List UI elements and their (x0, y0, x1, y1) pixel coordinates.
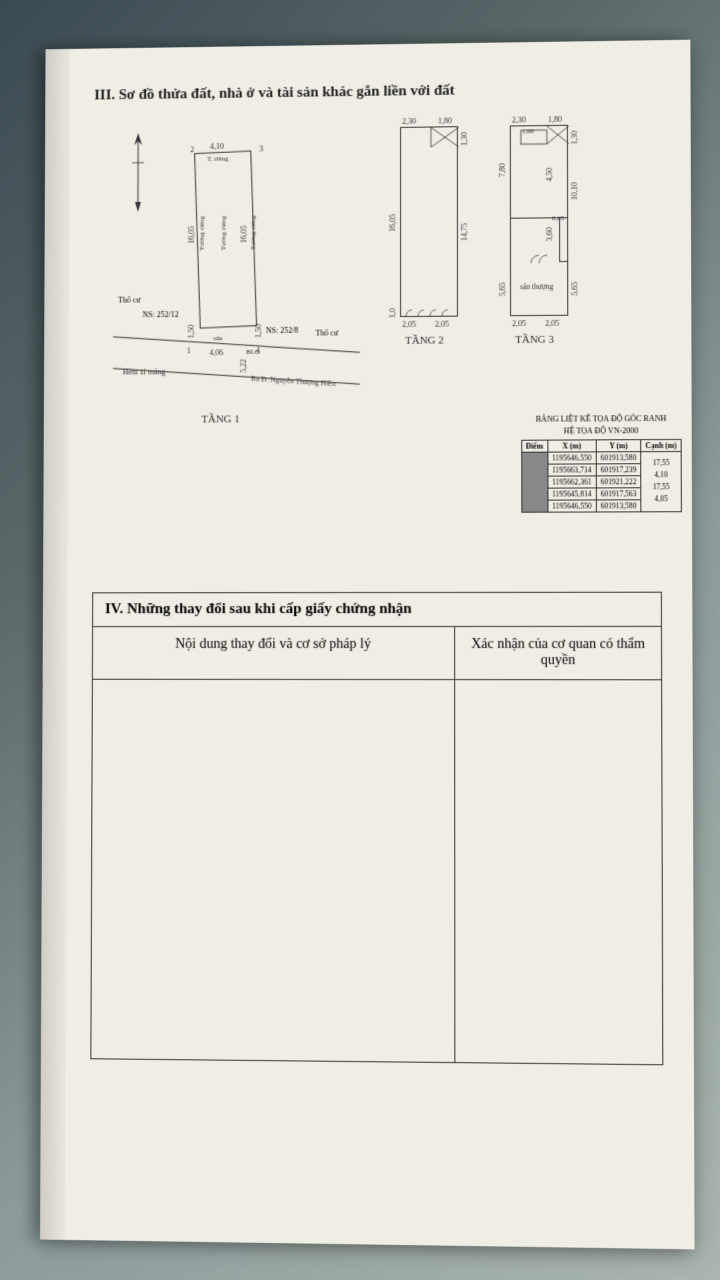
floor-1-label: TẦNG 1 (201, 413, 239, 425)
f1-blg: BLG (246, 348, 260, 356)
changes-table: IV. Những thay đổi sau khi cấp giấy chứn… (90, 592, 663, 1066)
dim-f2-br: 2,05 (435, 320, 449, 329)
road-width: 5,22 (239, 359, 248, 373)
coord-data-table: Điểm X (m) Y (m) Cạnh (m) 1195646,550601… (521, 439, 682, 513)
dim-f3-jog: 0,65 (552, 214, 564, 222)
coord-title-2: HỆ TỌA ĐỘ VN-2000 (521, 426, 682, 437)
dim-f1-right: 16,05 (239, 225, 248, 243)
dim-f3-top-b: 1,80 (548, 115, 562, 124)
iv-body-1 (91, 679, 455, 1062)
wall-right: Tường riêng (249, 215, 257, 250)
road-exit: Ra Đ. Nguyễn Thượng Hiền (251, 374, 336, 388)
neighbor-left: NS: 252/12 (142, 310, 178, 319)
corner-1: 1 (187, 346, 191, 355)
neighbor-right: NS: 252/8 (266, 326, 298, 335)
dim-f2-top-a: 2,30 (402, 117, 416, 126)
dim-f3-s3: 3,60 (545, 227, 554, 241)
dim-f3-s2: 4,50 (545, 168, 554, 182)
dim-f1-left: 16,05 (187, 226, 196, 244)
dim-f3-bh-l: 5,65 (498, 282, 507, 296)
wall-mid: Tường riêng (220, 216, 228, 251)
dim-f2-boff: 1,0 (388, 308, 397, 318)
coord-h2: Y (m) (596, 439, 641, 451)
dim-f1-rieng: T. riêng (207, 155, 228, 163)
neighbor-right-label: Thổ cư (315, 328, 338, 337)
floor-3-label: TẦNG 3 (515, 334, 554, 346)
floor-2-label: TẦNG 2 (405, 335, 444, 347)
coord-h3: Cạnh (m) (641, 439, 681, 451)
coord-header-row: Điểm X (m) Y (m) Cạnh (m) (521, 439, 681, 452)
section-4-title: IV. Những thay đổi sau khi cấp giấy chứn… (93, 592, 662, 626)
iv-header-row: Nội dung thay đổi và cơ sở pháp lý Xác n… (92, 626, 661, 679)
road-top-line (113, 336, 360, 352)
dim-f3-top-a: 2,30 (512, 115, 526, 124)
section-4: IV. Những thay đổi sau khi cấp giấy chứn… (90, 592, 663, 1066)
coord-row: 1195646,550601913,58017,554,1017,554,05 (521, 451, 681, 464)
coord-h1: X (m) (548, 440, 596, 452)
dim-f3-br: 2,05 (545, 319, 559, 328)
document-page: III. Sơ đồ thửa đất, nhà ở và tài sản kh… (40, 40, 695, 1250)
dim-f2-side-r: 1,30 (460, 132, 469, 146)
dim-f1-top: 4,10 (210, 142, 224, 151)
iv-col1-header: Nội dung thay đổi và cơ sở pháp lý (92, 626, 454, 679)
compass-north-icon (128, 133, 148, 212)
wall-left: Tường riêng (198, 216, 206, 250)
iv-col2-header: Xác nhận của cơ quan có thẩm quyền (455, 626, 662, 679)
dim-f2-hr: 14,75 (460, 223, 469, 241)
iv-body-row (91, 679, 663, 1065)
corner-2: 2 (190, 145, 194, 154)
dim-f3-bh-r: 5,65 (570, 282, 579, 296)
dim-f3-hr: 10,10 (570, 182, 579, 200)
dim-f3-tin: 1,60 (522, 127, 534, 135)
dim-f3-bl: 2,05 (512, 319, 526, 328)
neighbor-left-label: Thổ cư (118, 295, 140, 304)
coord-h0: Điểm (521, 440, 547, 452)
dim-f2-hl: 16,05 (388, 214, 397, 232)
coord-title-1: BẢNG LIỆT KÊ TỌA ĐỘ GÓC RANH (521, 414, 682, 425)
f3-terrace: sân thượng (520, 282, 553, 291)
iv-title-row: IV. Những thay đổi sau khi cấp giấy chứn… (93, 592, 662, 626)
section-3-title: III. Sơ đồ thửa đất, nhà ở và tài sản kh… (94, 80, 660, 105)
iv-body-2 (455, 680, 663, 1065)
floor-2-plan (400, 126, 458, 317)
corner-3: 3 (259, 144, 263, 153)
dim-f2-bl: 2,05 (402, 320, 416, 329)
edge-cell: 17,554,1017,554,05 (641, 451, 681, 511)
side-marker: P (36, 680, 43, 695)
dim-f2-top-b: 1,80 (438, 116, 452, 125)
coordinate-table: BẢNG LIỆT KÊ TỌA ĐỘ GÓC RANH HỆ TỌA ĐỘ V… (521, 414, 682, 513)
page-content: III. Sơ đồ thửa đất, nhà ở và tài sản kh… (40, 40, 695, 1250)
dim-f3-s1: 7,80 (498, 163, 507, 177)
dim-f1-bot: 4,06 (209, 348, 223, 357)
road-label: Hẻm xi măng (123, 367, 166, 376)
dim-f1-setback2: 1,50 (254, 324, 263, 338)
f1-san: sân (213, 334, 222, 342)
dim-f1-setback: 1,50 (187, 325, 196, 339)
dim-f3-side-r: 1,30 (570, 131, 579, 145)
